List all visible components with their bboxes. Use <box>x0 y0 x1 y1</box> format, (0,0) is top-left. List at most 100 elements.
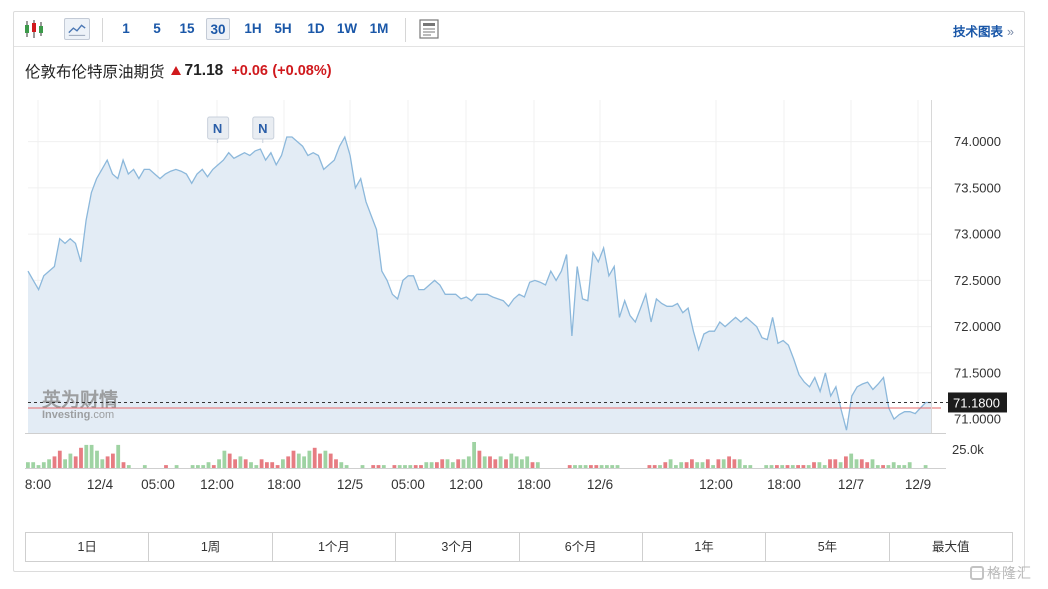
x-tick-label: 12/6 <box>587 477 613 492</box>
volume-bar <box>227 453 232 468</box>
volume-bar <box>663 462 668 468</box>
volume-bar <box>769 465 774 468</box>
volume-bar <box>435 462 439 468</box>
volume-bar <box>748 465 753 468</box>
range-button[interactable]: 1日 <box>26 533 150 561</box>
volume-bar <box>312 447 317 468</box>
range-button[interactable]: 1年 <box>643 533 767 561</box>
volume-bar <box>775 465 779 468</box>
volume-bar <box>785 465 790 468</box>
volume-bar <box>408 465 413 468</box>
volume-bar <box>690 459 694 468</box>
volume-bar <box>891 462 896 468</box>
interval-button[interactable]: 5 <box>153 21 161 36</box>
volume-bar <box>780 465 785 468</box>
interval-button[interactable]: 5H <box>274 21 292 36</box>
volume-bar <box>838 462 843 468</box>
volume-tick-label: 25.0k <box>952 442 984 457</box>
volume-bar <box>822 465 827 468</box>
volume-bar <box>615 465 620 468</box>
volume-bar <box>116 444 121 468</box>
volume-bar <box>897 465 901 468</box>
volume-bar <box>126 465 131 468</box>
toolbar-separator <box>405 18 406 42</box>
volume-bar <box>68 453 73 468</box>
volume-bar <box>647 465 652 468</box>
price-change: +0.06 <box>231 63 269 79</box>
range-button[interactable]: 3个月 <box>396 533 520 561</box>
volume-bar <box>472 442 476 468</box>
range-button[interactable]: 6个月 <box>520 533 643 561</box>
interval-button[interactable]: 30 <box>206 18 230 40</box>
x-tick-label: 05:00 <box>391 477 425 492</box>
volume-bar <box>684 462 689 468</box>
interval-button[interactable]: 1H <box>244 21 262 36</box>
technical-chart-label: 技术图表 <box>953 25 1004 39</box>
volume-bar <box>870 459 875 468</box>
widget-frame <box>13 11 1025 572</box>
interval-button[interactable]: 15 <box>179 21 195 36</box>
y-tick-label: 72.5000 <box>954 273 1001 288</box>
volume-bar <box>493 459 498 468</box>
volume-bar <box>222 450 227 468</box>
volume-bar <box>716 459 721 468</box>
volume-bar <box>695 462 700 468</box>
volume-bar <box>907 462 912 468</box>
volume-bar <box>270 462 275 468</box>
volume-bar <box>339 462 344 468</box>
technical-chart-link[interactable]: 技术图表» <box>953 21 1014 40</box>
volume-bar <box>190 465 195 468</box>
volume-bar <box>875 465 880 468</box>
volume-bar <box>31 462 36 468</box>
price-line <box>27 135 931 431</box>
volume-bar <box>833 459 838 468</box>
volume-bar <box>668 459 673 468</box>
volume-bar <box>318 453 322 468</box>
double-chevron-right-icon: » <box>1007 25 1014 39</box>
range-button[interactable]: 5年 <box>766 533 890 561</box>
volume-bar <box>711 465 715 468</box>
range-button[interactable]: 1周 <box>149 533 273 561</box>
x-tick-label: 05:00 <box>141 477 175 492</box>
volume-bar <box>52 456 57 468</box>
volume-bar <box>36 465 41 468</box>
interval-button[interactable]: 1M <box>369 21 389 36</box>
interval-button[interactable]: 1 <box>122 21 130 36</box>
up-arrow-icon <box>170 65 181 75</box>
volume-bar <box>844 456 848 468</box>
volume-bar <box>41 462 46 468</box>
volume-bar <box>302 456 306 468</box>
news-icon[interactable] <box>418 18 440 40</box>
volume-bar <box>610 465 615 468</box>
volume-bar <box>84 444 89 468</box>
volume-bar <box>296 453 301 468</box>
volume-bar <box>583 465 588 468</box>
candlestick-icon[interactable] <box>22 18 46 40</box>
range-button[interactable]: 最大值 <box>932 540 970 554</box>
volume-bar <box>174 465 179 468</box>
x-tick-label: 12/9 <box>905 477 931 492</box>
x-tick-label: 12:00 <box>449 477 483 492</box>
volume-bar <box>732 459 737 468</box>
line-chart-icon[interactable] <box>64 18 90 40</box>
volume-bar <box>806 465 811 468</box>
volume-bar <box>801 465 806 468</box>
interval-button[interactable]: 1D <box>307 21 325 36</box>
interval-button[interactable]: 1W <box>336 21 358 36</box>
x-tick-label: 18:00 <box>267 477 301 492</box>
news-marker-label: N <box>213 121 222 136</box>
volume-bar <box>520 459 524 468</box>
volume-bar <box>73 456 78 468</box>
volume-bar <box>477 450 482 468</box>
volume-bar <box>164 465 168 468</box>
instrument-name: 伦敦布伦特原油期货 <box>25 64 165 81</box>
volume-bar <box>206 462 211 468</box>
x-tick-label: 18:00 <box>517 477 551 492</box>
volume-bar <box>328 453 333 468</box>
range-button[interactable]: 1个月 <box>273 533 397 561</box>
volume-bar <box>275 465 280 468</box>
volume-bar <box>291 450 296 468</box>
x-tick-label: 12/4 <box>87 477 114 492</box>
volume-bar <box>530 462 535 468</box>
